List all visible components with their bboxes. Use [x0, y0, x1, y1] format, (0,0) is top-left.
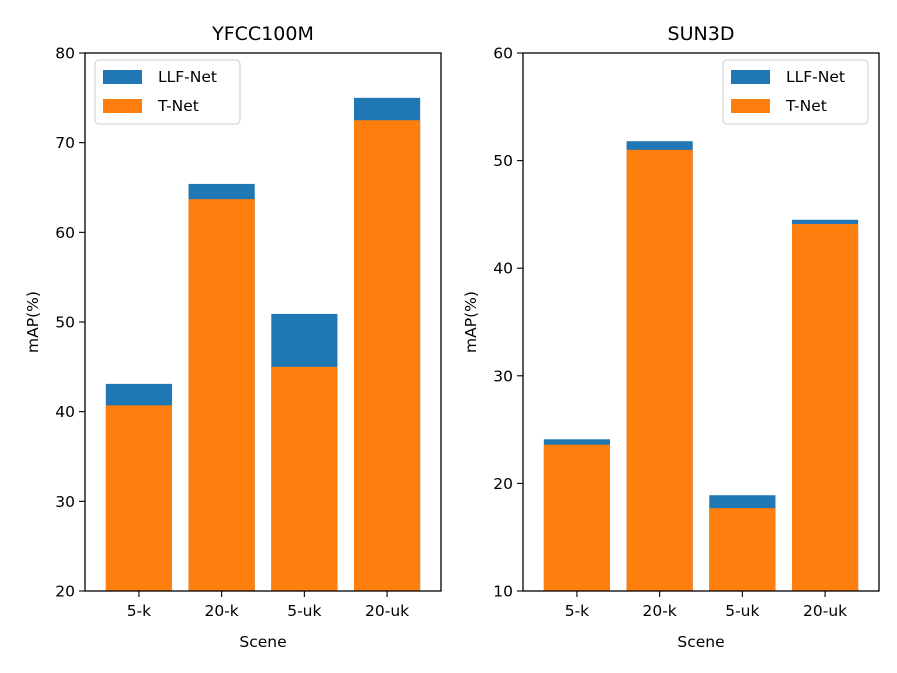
legend-swatch-t-net — [731, 99, 770, 113]
x-tick-label: 5-k — [565, 602, 589, 620]
x-axis-label: Scene — [239, 633, 286, 651]
chart-yfcc100m: YFCC100M 20 30 40 50 60 70 80 5-k 20-k 5-uk 20-uk… — [24, 23, 442, 651]
bars — [105, 97, 421, 591]
y-tick-label: 40 — [493, 260, 513, 278]
y-tick-label: 20 — [493, 475, 513, 493]
x-tick-label: 20-k — [204, 602, 238, 620]
bar-t-net-20-uk — [353, 120, 421, 591]
y-tick-label: 60 — [55, 224, 75, 242]
plot-frame — [522, 52, 880, 592]
legend-swatch-t-net — [103, 99, 142, 113]
x-tick-label: 20-uk — [803, 602, 847, 620]
y-tick-label: 80 — [55, 45, 75, 63]
y-tick-label: 20 — [55, 583, 75, 601]
y-tick-label: 30 — [493, 367, 513, 385]
y-axis-label: mAP(%) — [24, 291, 42, 353]
y-tick-label: 50 — [493, 152, 513, 170]
bar-t-net-5-uk — [271, 366, 338, 591]
y-tick-label: 40 — [55, 403, 75, 421]
bar-t-net-5-k — [105, 405, 173, 591]
x-ticks: 5-k 20-k 5-uk 20-uk — [127, 591, 409, 620]
legend-swatch-llf-net — [731, 70, 770, 84]
y-ticks: 20 30 40 50 60 70 80 — [55, 45, 85, 601]
legend-label-t-net: T-Net — [157, 97, 199, 115]
chart-sun3d: SUN3D 10 20 30 40 50 60 5-k 20-k 5-uk 20-uk Scen… — [462, 23, 880, 651]
bar-t-net-5-uk — [709, 508, 776, 591]
bar-t-net-20-k — [188, 199, 255, 591]
bar-t-net-20-k — [626, 149, 693, 591]
y-tick-label: 30 — [55, 493, 75, 511]
legend: LLF-Net T-Net — [722, 59, 869, 125]
x-tick-label: 20-k — [642, 602, 676, 620]
x-tick-label: 5-uk — [725, 602, 759, 620]
y-ticks: 10 20 30 40 50 60 — [493, 45, 523, 601]
bar-t-net-20-uk — [791, 224, 859, 592]
bars — [543, 141, 859, 592]
chart-title: YFCC100M — [211, 23, 314, 45]
legend-label-llf-net: LLF-Net — [786, 68, 845, 86]
x-ticks: 5-k 20-k 5-uk 20-uk — [565, 591, 847, 620]
bar-t-net-5-k — [543, 444, 611, 591]
y-tick-label: 10 — [493, 583, 513, 601]
y-axis-label: mAP(%) — [462, 291, 480, 353]
x-tick-label: 5-k — [127, 602, 151, 620]
y-tick-label: 60 — [493, 45, 513, 63]
x-tick-label: 5-uk — [287, 602, 321, 620]
chart-title: SUN3D — [668, 23, 735, 45]
x-tick-label: 20-uk — [365, 602, 409, 620]
legend: LLF-Net T-Net — [94, 59, 241, 125]
legend-label-llf-net: LLF-Net — [158, 68, 217, 86]
legend-label-t-net: T-Net — [785, 97, 827, 115]
y-tick-label: 50 — [55, 314, 75, 332]
y-tick-label: 70 — [55, 134, 75, 152]
x-axis-label: Scene — [677, 633, 724, 651]
legend-swatch-llf-net — [103, 70, 142, 84]
